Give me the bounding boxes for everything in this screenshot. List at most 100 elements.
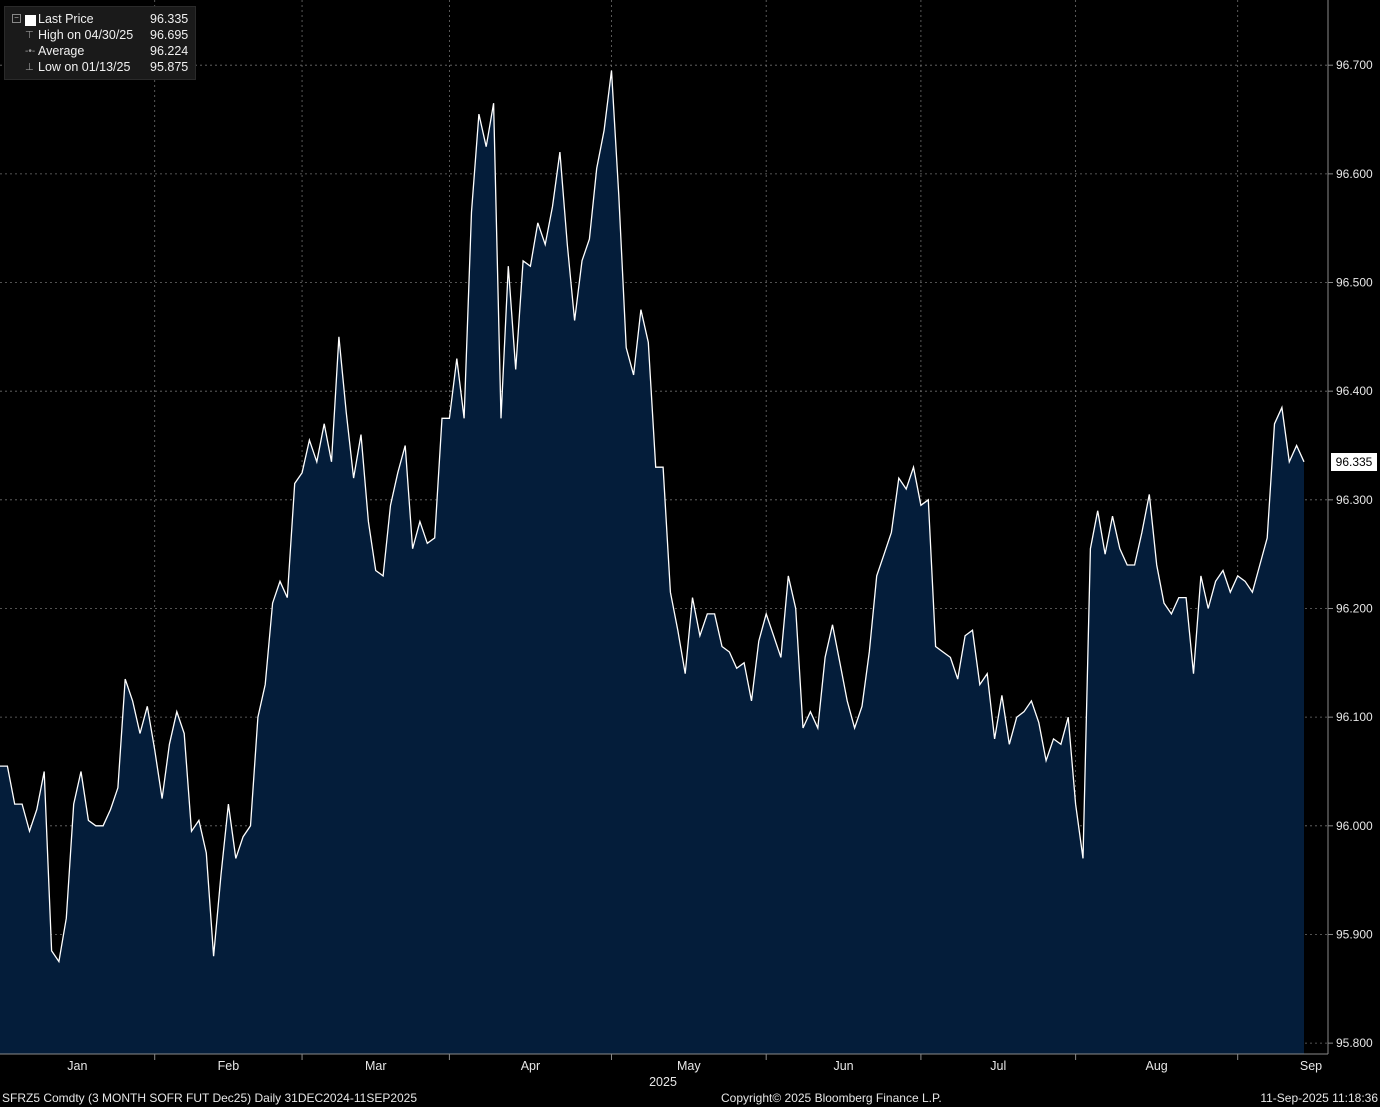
price-point bbox=[1082, 857, 1084, 859]
legend-collapse-icon[interactable]: − bbox=[12, 14, 21, 23]
price-point bbox=[1141, 531, 1143, 533]
price-point bbox=[1067, 716, 1069, 718]
price-point bbox=[912, 466, 914, 468]
average-marker-icon: -•- bbox=[25, 46, 36, 57]
price-point bbox=[1207, 607, 1209, 609]
price-point bbox=[367, 520, 369, 522]
price-point bbox=[279, 580, 281, 582]
price-point bbox=[316, 461, 318, 463]
price-point bbox=[95, 825, 97, 827]
price-point bbox=[1045, 759, 1047, 761]
price-point bbox=[632, 374, 634, 376]
price-point bbox=[750, 700, 752, 702]
price-point bbox=[743, 662, 745, 664]
last-price-tag: 96.335 bbox=[1331, 452, 1377, 471]
price-point bbox=[1273, 423, 1275, 425]
price-point bbox=[883, 553, 885, 555]
price-point bbox=[183, 732, 185, 734]
price-point bbox=[227, 803, 229, 805]
price-point bbox=[448, 417, 450, 419]
price-point bbox=[1074, 803, 1076, 805]
price-point bbox=[610, 69, 612, 71]
price-point bbox=[544, 243, 546, 245]
price-point bbox=[802, 727, 804, 729]
price-point bbox=[868, 651, 870, 653]
price-point bbox=[1214, 580, 1216, 582]
price-point bbox=[271, 602, 273, 604]
chart-legend: − Last Price 96.335 ⊤ High on 04/30/25 9… bbox=[4, 6, 196, 80]
price-point bbox=[242, 836, 244, 838]
low-marker-icon: ⊥ bbox=[25, 62, 34, 73]
price-point bbox=[161, 797, 163, 799]
price-point bbox=[441, 417, 443, 419]
price-point bbox=[470, 211, 472, 213]
price-point bbox=[986, 673, 988, 675]
price-point bbox=[1133, 564, 1135, 566]
price-point bbox=[301, 472, 303, 474]
price-point bbox=[463, 417, 465, 419]
price-point bbox=[993, 738, 995, 740]
price-point bbox=[492, 102, 494, 104]
x-tick-label: Sep bbox=[1300, 1059, 1322, 1073]
price-point bbox=[80, 770, 82, 772]
price-point bbox=[14, 803, 16, 805]
price-point bbox=[28, 830, 30, 832]
price-point bbox=[212, 955, 214, 957]
price-point bbox=[890, 531, 892, 533]
price-point bbox=[36, 808, 38, 810]
price-point bbox=[699, 635, 701, 637]
price-point bbox=[50, 950, 52, 952]
price-point bbox=[154, 749, 156, 751]
price-point bbox=[1259, 564, 1261, 566]
price-point bbox=[21, 803, 23, 805]
price-point bbox=[780, 656, 782, 658]
price-point bbox=[102, 825, 104, 827]
price-point bbox=[1104, 553, 1106, 555]
price-point bbox=[485, 146, 487, 148]
price-point bbox=[330, 461, 332, 463]
price-point bbox=[124, 678, 126, 680]
price-point bbox=[920, 504, 922, 506]
price-point bbox=[971, 629, 973, 631]
price-point bbox=[537, 222, 539, 224]
y-tick-label: 96.100 bbox=[1336, 710, 1373, 724]
price-point bbox=[618, 194, 620, 196]
price-point bbox=[1089, 548, 1091, 550]
price-point bbox=[308, 439, 310, 441]
price-point bbox=[522, 260, 524, 262]
x-tick-label: Mar bbox=[365, 1059, 387, 1073]
price-point bbox=[456, 357, 458, 359]
price-point bbox=[1185, 596, 1187, 598]
price-point bbox=[1281, 406, 1283, 408]
price-point bbox=[1052, 738, 1054, 740]
price-point bbox=[839, 662, 841, 664]
legend-row-high: ⊤ High on 04/30/25 96.695 bbox=[5, 28, 195, 44]
price-point bbox=[949, 656, 951, 658]
price-point bbox=[434, 537, 436, 539]
price-point bbox=[65, 917, 67, 919]
legend-high-label: High on 04/30/25 bbox=[38, 28, 134, 42]
y-tick-label: 96.200 bbox=[1336, 601, 1373, 615]
price-point bbox=[220, 874, 222, 876]
price-point bbox=[691, 596, 693, 598]
y-tick-label: 96.400 bbox=[1336, 384, 1373, 398]
price-point bbox=[713, 613, 715, 615]
footer-copyright: Copyright© 2025 Bloomberg Finance L.P. bbox=[721, 1091, 942, 1105]
price-point bbox=[677, 629, 679, 631]
price-point bbox=[1008, 743, 1010, 745]
price-point bbox=[1178, 596, 1180, 598]
price-point bbox=[338, 336, 340, 338]
price-point bbox=[640, 309, 642, 311]
price-point bbox=[1288, 461, 1290, 463]
x-axis-year-label: 2025 bbox=[649, 1075, 677, 1089]
price-point bbox=[1295, 444, 1297, 446]
price-point bbox=[551, 205, 553, 207]
price-point bbox=[831, 624, 833, 626]
price-point bbox=[662, 466, 664, 468]
price-point bbox=[1251, 591, 1253, 593]
footer-security-description: SFRZ5 Comdty (3 MONTH SOFR FUT Dec25) Da… bbox=[2, 1091, 418, 1105]
price-point bbox=[787, 575, 789, 577]
price-point bbox=[706, 613, 708, 615]
price-point bbox=[684, 673, 686, 675]
